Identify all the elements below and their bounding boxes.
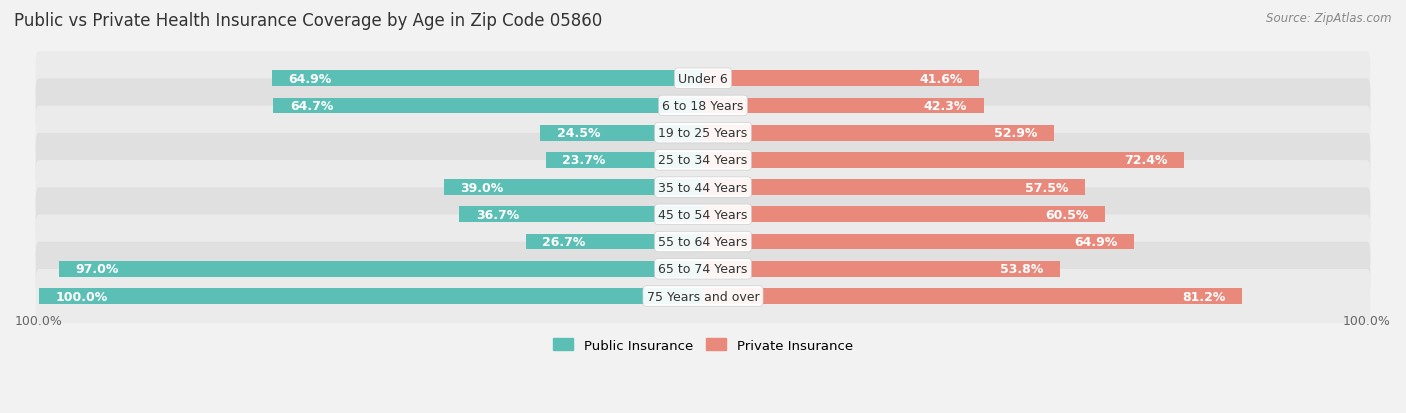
FancyBboxPatch shape xyxy=(35,161,1371,215)
Bar xyxy=(444,180,703,195)
FancyBboxPatch shape xyxy=(35,242,1371,296)
Text: 57.5%: 57.5% xyxy=(1025,181,1069,194)
Text: 64.9%: 64.9% xyxy=(1074,235,1118,249)
Bar xyxy=(526,234,703,250)
Bar xyxy=(540,126,703,141)
Text: 42.3%: 42.3% xyxy=(924,100,967,113)
Text: 35 to 44 Years: 35 to 44 Years xyxy=(658,181,748,194)
Bar xyxy=(460,207,703,223)
FancyBboxPatch shape xyxy=(35,52,1371,106)
Text: 52.9%: 52.9% xyxy=(994,127,1038,140)
Text: Public vs Private Health Insurance Coverage by Age in Zip Code 05860: Public vs Private Health Insurance Cover… xyxy=(14,12,602,30)
Text: 65 to 74 Years: 65 to 74 Years xyxy=(658,263,748,275)
Text: 97.0%: 97.0% xyxy=(76,263,120,275)
Text: 41.6%: 41.6% xyxy=(920,73,963,85)
FancyBboxPatch shape xyxy=(35,188,1371,242)
FancyBboxPatch shape xyxy=(35,133,1371,188)
Text: 55 to 64 Years: 55 to 64 Years xyxy=(658,235,748,249)
Bar xyxy=(59,261,703,277)
Legend: Public Insurance, Private Insurance: Public Insurance, Private Insurance xyxy=(548,333,858,357)
Text: 100.0%: 100.0% xyxy=(56,290,108,303)
Bar xyxy=(703,234,1135,250)
Bar xyxy=(703,71,979,87)
Text: 26.7%: 26.7% xyxy=(543,235,586,249)
Text: 60.5%: 60.5% xyxy=(1045,208,1088,221)
Bar xyxy=(703,207,1105,223)
Text: 64.9%: 64.9% xyxy=(288,73,332,85)
Text: 39.0%: 39.0% xyxy=(461,181,503,194)
Text: 75 Years and over: 75 Years and over xyxy=(647,290,759,303)
FancyBboxPatch shape xyxy=(35,269,1371,323)
Text: 24.5%: 24.5% xyxy=(557,127,600,140)
Text: Source: ZipAtlas.com: Source: ZipAtlas.com xyxy=(1267,12,1392,25)
FancyBboxPatch shape xyxy=(35,79,1371,133)
Bar xyxy=(703,98,984,114)
FancyBboxPatch shape xyxy=(35,107,1371,160)
Text: 81.2%: 81.2% xyxy=(1182,290,1226,303)
Text: 72.4%: 72.4% xyxy=(1123,154,1167,167)
Text: 25 to 34 Years: 25 to 34 Years xyxy=(658,154,748,167)
Bar xyxy=(271,71,703,87)
Bar xyxy=(273,98,703,114)
Text: 64.7%: 64.7% xyxy=(290,100,333,113)
Bar xyxy=(546,153,703,169)
Bar xyxy=(703,180,1085,195)
Bar xyxy=(703,153,1184,169)
Text: Under 6: Under 6 xyxy=(678,73,728,85)
Text: 19 to 25 Years: 19 to 25 Years xyxy=(658,127,748,140)
Text: 45 to 54 Years: 45 to 54 Years xyxy=(658,208,748,221)
Text: 36.7%: 36.7% xyxy=(475,208,519,221)
Bar xyxy=(703,261,1060,277)
Text: 53.8%: 53.8% xyxy=(1001,263,1043,275)
Bar xyxy=(39,288,703,304)
FancyBboxPatch shape xyxy=(35,215,1371,269)
Bar xyxy=(703,288,1243,304)
Text: 6 to 18 Years: 6 to 18 Years xyxy=(662,100,744,113)
Text: 23.7%: 23.7% xyxy=(562,154,606,167)
Bar xyxy=(703,126,1054,141)
